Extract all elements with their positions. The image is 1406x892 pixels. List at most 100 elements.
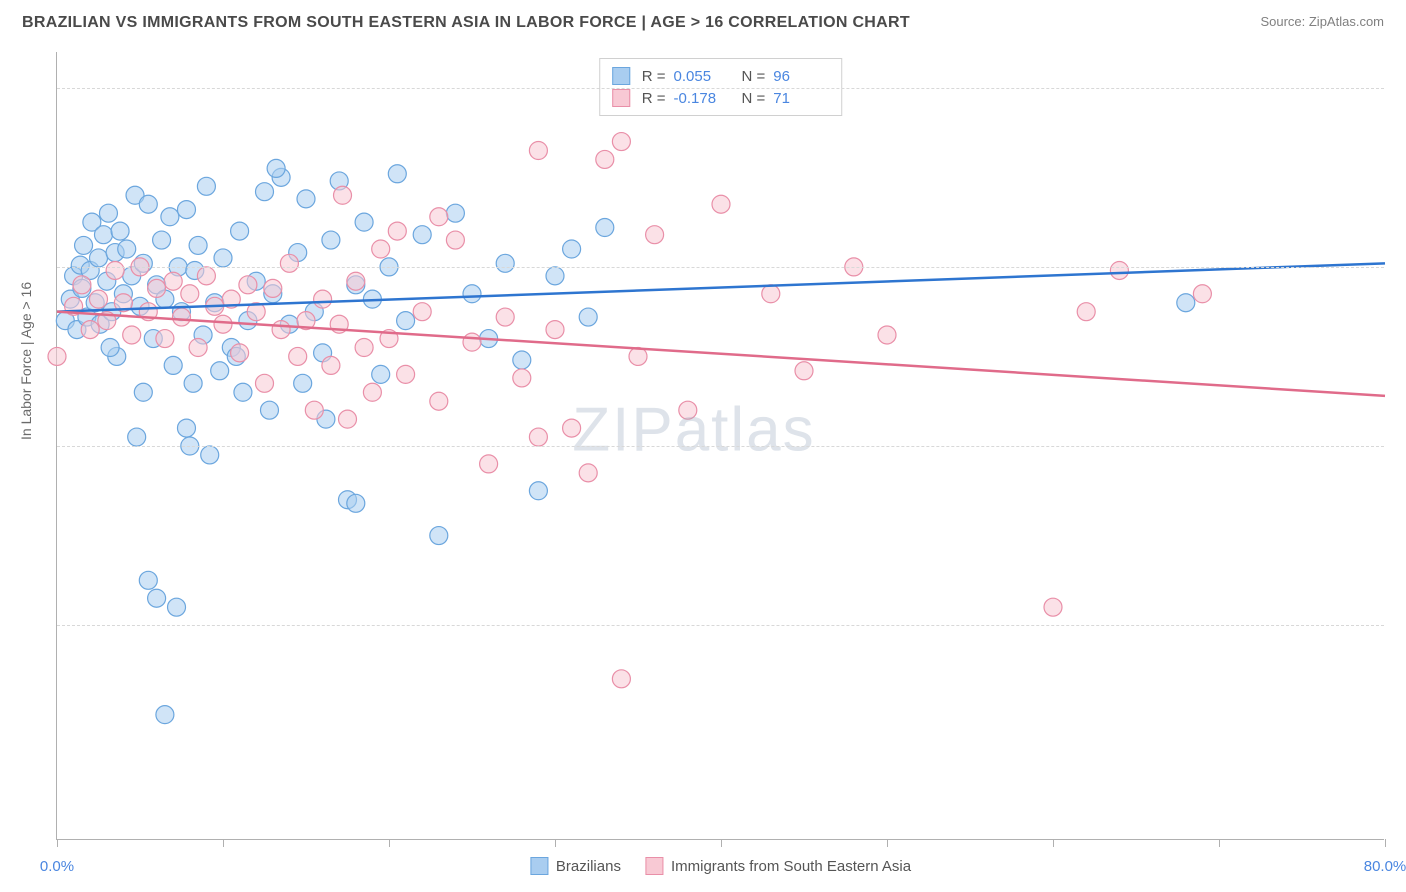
x-tick-label: 0.0% xyxy=(40,858,74,875)
scatter-point xyxy=(134,383,152,401)
scatter-point xyxy=(529,428,547,446)
scatter-point xyxy=(289,347,307,365)
scatter-point xyxy=(184,374,202,392)
scatter-point xyxy=(139,571,157,589)
scatter-point xyxy=(529,142,547,160)
x-tick xyxy=(887,839,888,847)
scatter-point xyxy=(463,285,481,303)
header: BRAZILIAN VS IMMIGRANTS FROM SOUTH EASTE… xyxy=(0,0,1406,46)
scatter-point xyxy=(529,482,547,500)
scatter-point xyxy=(156,330,174,348)
scatter-point xyxy=(153,231,171,249)
legend-item-brazilians: Brazilians xyxy=(530,857,621,875)
scatter-point xyxy=(679,401,697,419)
scatter-point xyxy=(211,362,229,380)
n-label: N = xyxy=(742,90,766,107)
x-tick xyxy=(223,839,224,847)
scatter-point xyxy=(123,326,141,344)
scatter-point xyxy=(322,356,340,374)
scatter-point xyxy=(596,150,614,168)
scatter-point xyxy=(272,321,290,339)
scatter-point xyxy=(355,339,373,357)
scatter-point xyxy=(139,195,157,213)
scatter-point xyxy=(762,285,780,303)
gridline-h xyxy=(57,267,1384,268)
x-tick xyxy=(1053,839,1054,847)
scatter-point xyxy=(294,374,312,392)
scatter-point xyxy=(496,254,514,272)
scatter-point xyxy=(397,312,415,330)
n-value-brazilians: 96 xyxy=(773,68,829,85)
gridline-h xyxy=(57,88,1384,89)
scatter-point xyxy=(214,249,232,267)
chart-title: BRAZILIAN VS IMMIGRANTS FROM SOUTH EASTE… xyxy=(22,14,910,32)
scatter-point xyxy=(118,240,136,258)
scatter-point xyxy=(90,249,108,267)
scatter-point xyxy=(1044,598,1062,616)
scatter-point xyxy=(280,254,298,272)
scatter-point xyxy=(347,494,365,512)
scatter-point xyxy=(173,308,191,326)
scatter-point xyxy=(260,401,278,419)
y-axis-label: In Labor Force | Age > 16 xyxy=(18,282,34,440)
scatter-point xyxy=(513,351,531,369)
scatter-point xyxy=(413,303,431,321)
x-tick xyxy=(389,839,390,847)
scatter-point xyxy=(101,339,119,357)
scatter-point xyxy=(148,589,166,607)
legend-item-immigrants: Immigrants from South Eastern Asia xyxy=(645,857,911,875)
scatter-point xyxy=(579,308,597,326)
swatch-brazilians-bottom xyxy=(530,857,548,875)
scatter-point xyxy=(48,347,66,365)
scatter-point xyxy=(239,276,257,294)
scatter-point xyxy=(111,222,129,240)
scatter-point xyxy=(413,226,431,244)
scatter-point xyxy=(201,446,219,464)
scatter-point xyxy=(878,326,896,344)
scatter-point xyxy=(94,226,112,244)
swatch-brazilians xyxy=(612,67,630,85)
r-value-immigrants: -0.178 xyxy=(674,90,730,107)
scatter-point xyxy=(322,231,340,249)
scatter-point xyxy=(128,428,146,446)
scatter-point xyxy=(164,356,182,374)
scatter-point xyxy=(646,226,664,244)
scatter-point xyxy=(546,321,564,339)
scatter-point xyxy=(446,204,464,222)
scatter-point xyxy=(81,321,99,339)
scatter-point xyxy=(339,410,357,428)
scatter-point xyxy=(363,383,381,401)
scatter-point xyxy=(355,213,373,231)
scatter-point xyxy=(372,240,390,258)
scatter-point xyxy=(430,527,448,545)
scatter-point xyxy=(181,285,199,303)
scatter-point xyxy=(430,392,448,410)
x-tick xyxy=(555,839,556,847)
scatter-point xyxy=(90,290,108,308)
swatch-immigrants xyxy=(612,89,630,107)
scatter-point xyxy=(712,195,730,213)
scatter-point xyxy=(75,236,93,254)
scatter-point xyxy=(231,344,249,362)
scatter-point xyxy=(314,290,332,308)
legend-bottom: Brazilians Immigrants from South Eastern… xyxy=(530,857,911,875)
scatter-point xyxy=(106,261,124,279)
x-tick xyxy=(1219,839,1220,847)
scatter-point xyxy=(579,464,597,482)
scatter-point xyxy=(99,204,117,222)
source-attribution: Source: ZipAtlas.com xyxy=(1260,14,1384,29)
scatter-point xyxy=(164,272,182,290)
scatter-point xyxy=(1193,285,1211,303)
gridline-h xyxy=(57,625,1384,626)
scatter-point xyxy=(197,267,215,285)
scatter-point xyxy=(234,383,252,401)
scatter-point xyxy=(596,219,614,237)
scatter-point xyxy=(267,159,285,177)
scatter-point xyxy=(612,133,630,151)
scatter-point xyxy=(264,279,282,297)
r-label: R = xyxy=(642,68,666,85)
n-value-immigrants: 71 xyxy=(773,90,829,107)
scatter-point xyxy=(231,222,249,240)
scatter-point xyxy=(161,208,179,226)
scatter-point xyxy=(1077,303,1095,321)
